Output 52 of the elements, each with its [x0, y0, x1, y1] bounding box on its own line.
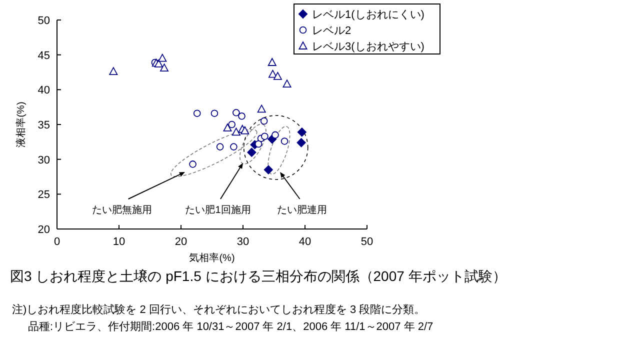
x-tick-label: 10 [112, 236, 126, 248]
point [193, 110, 201, 118]
point [273, 72, 282, 80]
y-tick-label: 30 [38, 154, 50, 166]
y-tick-label: 35 [38, 120, 50, 132]
point [260, 117, 268, 125]
point [282, 80, 292, 88]
point [210, 110, 218, 118]
y-tick-label: 25 [38, 189, 50, 202]
point [296, 138, 306, 148]
point [158, 54, 167, 62]
text: 注)しおれ程度比較試験を 2 回行い、それぞれにおいてしおれ程度を 3 段階に分類。 [12, 303, 426, 316]
text: 品種:リビエラ、作付期間:2006 年 10/31～2007 年 2/1、2006 年 11/1～2007 年 2/7 [28, 321, 434, 333]
y-tick-label: 50 [38, 15, 50, 27]
point [257, 104, 266, 113]
legend-label: レベル3(しおれやすい) [312, 41, 424, 53]
point [247, 148, 256, 157]
x-tick-label: 20 [174, 236, 188, 248]
point [216, 143, 224, 150]
point [268, 58, 276, 66]
point [160, 64, 169, 72]
point [272, 131, 279, 139]
point [232, 128, 240, 136]
legend-label: レベル1(しおれにくい) [312, 9, 424, 21]
point [264, 165, 273, 174]
point [238, 112, 246, 120]
point [154, 59, 163, 68]
point [232, 109, 240, 116]
point [230, 143, 238, 150]
x-tick-label: 50 [360, 236, 374, 248]
x-tick-label: 30 [236, 236, 250, 248]
point [261, 132, 268, 140]
point [109, 67, 118, 76]
point [297, 128, 306, 137]
y-tick-label: 40 [38, 84, 50, 97]
annotation: たい肥連用 [277, 204, 327, 216]
point [254, 140, 262, 148]
point [240, 126, 250, 134]
point [228, 120, 236, 128]
x-tick-label: 40 [298, 236, 312, 248]
y-axis-title: 液相率(%) [15, 102, 27, 148]
annotation: たい肥無施用 [92, 204, 152, 216]
point [223, 124, 232, 132]
text: 図3 しおれ程度と土壌の pF1.5 における三相分布の関係（2007 年ポット試験） [10, 268, 506, 284]
legend-label: レベル2 [312, 25, 352, 37]
point [189, 160, 196, 168]
x-axis-title: 気相率(%) [189, 252, 235, 264]
annotation: たい肥1回施用 [185, 204, 251, 216]
y-tick-label: 45 [38, 50, 50, 62]
x-tick-label: 0 [54, 236, 60, 248]
point [280, 138, 288, 145]
y-tick-label: 20 [38, 224, 50, 236]
